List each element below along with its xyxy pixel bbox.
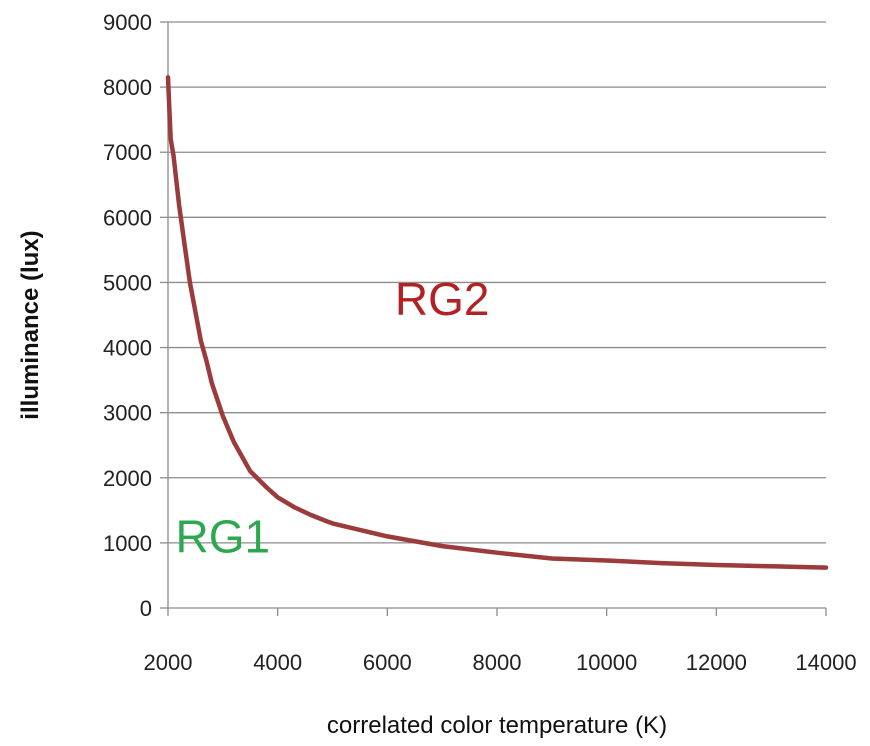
- x-tick-label: 10000: [576, 650, 637, 675]
- series-line: [165, 75, 829, 570]
- y-tick-label: 3000: [103, 401, 152, 426]
- y-tick-label: 0: [140, 596, 152, 621]
- region-label-rg1: RG1: [176, 511, 271, 563]
- x-tick-label: 12000: [686, 650, 747, 675]
- region-labels: RG2 RG1: [176, 273, 490, 563]
- y-tick-label: 9000: [103, 10, 152, 35]
- series: [165, 75, 829, 570]
- y-tick-label: 7000: [103, 140, 152, 165]
- y-axis: 0 1000 2000 3000 4000 5000 6000 7000 8000 9000: [103, 10, 168, 621]
- y-axis-label: illuminance (lux): [17, 230, 44, 419]
- x-tick-label: 14000: [795, 650, 856, 675]
- y-tick-label: 8000: [103, 75, 152, 100]
- x-axis-label: correlated color temperature (K): [327, 712, 667, 739]
- x-tick-label: 6000: [363, 650, 412, 675]
- y-tick-label: 6000: [103, 205, 152, 230]
- y-tick-label: 5000: [103, 270, 152, 295]
- grid-lines: [168, 21, 826, 609]
- region-label-rg2: RG2: [395, 273, 490, 325]
- x-tick-label: 4000: [253, 650, 302, 675]
- y-tick-label: 2000: [103, 466, 152, 491]
- y-tick-label: 1000: [103, 531, 152, 556]
- x-axis: 2000 4000 6000 8000 10000 12000 14000: [144, 608, 857, 675]
- x-tick-label: 2000: [144, 650, 193, 675]
- x-tick-label: 8000: [473, 650, 522, 675]
- y-tick-label: 4000: [103, 336, 152, 361]
